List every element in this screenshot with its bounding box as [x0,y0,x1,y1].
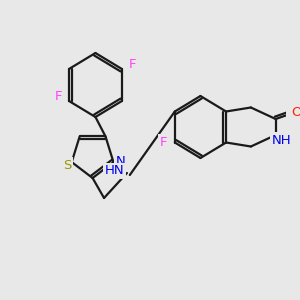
Text: O: O [291,106,300,119]
Text: F: F [55,91,62,103]
Text: HN: HN [105,164,124,178]
Text: F: F [129,58,136,71]
Text: F: F [160,136,167,149]
Text: N: N [115,154,125,168]
Text: NH: NH [272,134,291,146]
Text: S: S [63,159,71,172]
